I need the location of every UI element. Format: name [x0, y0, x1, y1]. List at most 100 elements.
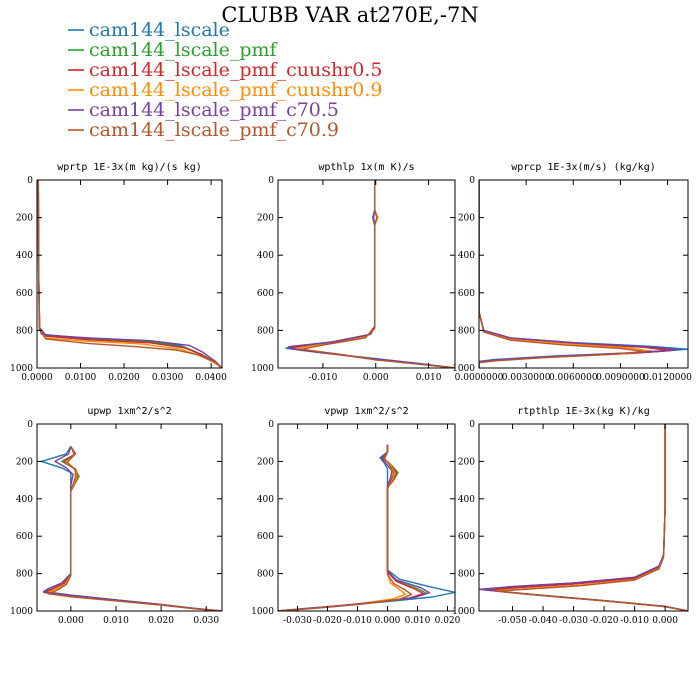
legend-label: cam144_lscale	[89, 19, 230, 41]
y-tick-label: 200	[458, 457, 475, 467]
y-tick-label: 200	[16, 214, 33, 224]
series-line	[496, 424, 688, 611]
y-tick-label: 400	[16, 495, 33, 505]
chart-panel: wpthlp 1x(m K)/s 0 200 400 600 800 1000 -0.010 0…	[251, 162, 456, 383]
panel-title: wpthlp 1x(m K)/s	[318, 162, 414, 173]
x-tick-label: 0.000	[375, 616, 401, 626]
panel-title: upwp 1xm^2/s^2	[87, 406, 171, 417]
x-tick-label: -0.050	[498, 616, 527, 626]
y-tick-label: 400	[257, 251, 274, 261]
plot-area	[479, 180, 688, 368]
legend-item: cam144_lscale_pmf_cuushr0.5	[68, 59, 382, 81]
series-line	[287, 180, 455, 368]
x-tick-label: -0.010	[620, 616, 649, 626]
panel-title: wprtp 1E-3x(m kg)/(s kg)	[57, 162, 202, 173]
legend-label: cam144_lscale_pmf_c70.5	[89, 99, 339, 121]
x-tick-label: -0.010	[343, 616, 372, 626]
plot-area	[479, 424, 688, 611]
x-tick-label: 0.000	[58, 616, 84, 626]
x-tick-label: 0.010	[405, 616, 431, 626]
x-tick-label: 0.0400	[195, 373, 227, 383]
plot-area	[278, 444, 455, 611]
y-tick-label: 200	[16, 457, 33, 467]
x-tick-label: 0.0120000	[643, 373, 692, 383]
legend-item: cam144_lscale_pmf	[68, 39, 279, 61]
series-line	[290, 180, 455, 368]
x-tick-label: 0.0000	[21, 373, 53, 383]
y-tick-label: 600	[16, 532, 33, 542]
y-tick-label: 200	[257, 214, 274, 224]
x-tick-label: 0.020	[148, 616, 174, 626]
plot-area	[285, 180, 455, 368]
y-tick-label: 400	[458, 495, 475, 505]
legend-label: cam144_lscale_pmf	[89, 39, 279, 61]
plot-frame	[277, 179, 456, 369]
series-line	[285, 180, 455, 368]
x-tick-label: -0.030	[283, 616, 312, 626]
plot-frame	[277, 423, 456, 612]
panel-title: wprcp 1E-3x(m/s) (kg/kg)	[511, 162, 656, 173]
y-tick-label: 1000	[452, 607, 475, 617]
plot-frame	[36, 179, 223, 369]
x-tick-label: 0.0000000	[455, 373, 504, 383]
plot-frame	[478, 179, 689, 369]
y-tick-label: 600	[257, 532, 274, 542]
series-line	[278, 444, 455, 611]
plot-frame	[478, 423, 689, 612]
legend-item: cam144_lscale_pmf_c70.9	[68, 119, 339, 141]
x-tick-label: -0.010	[309, 373, 338, 383]
series-line	[278, 444, 407, 611]
x-tick-label: 0.0100	[65, 373, 97, 383]
legend-item: cam144_lscale_pmf_c70.5	[68, 99, 339, 121]
x-tick-label: 0.0090000	[596, 373, 645, 383]
y-tick-label: 400	[257, 495, 274, 505]
y-tick-label: 1000	[10, 607, 33, 617]
legend: cam144_lscalecam144_lscale_pmfcam144_lsc…	[68, 19, 382, 141]
series-line	[278, 444, 425, 611]
y-tick-label: 1000	[452, 364, 475, 374]
x-tick-label: -0.020	[590, 616, 619, 626]
panel-title: vpwp 1xm^2/s^2	[324, 406, 408, 417]
series-line	[487, 424, 688, 611]
x-tick-label: 0.010	[103, 616, 129, 626]
x-tick-label: 0.000	[363, 373, 389, 383]
series-line	[479, 180, 645, 368]
y-tick-label: 600	[257, 289, 274, 299]
panel-title: rtpthlp 1E-3x(kg K)/kg	[517, 406, 649, 417]
y-tick-label: 0	[27, 176, 33, 186]
figure-title: CLUBB VAR at270E,-7N	[221, 3, 478, 27]
chart-panel: wprtp 1E-3x(m kg)/(s kg) 0 200 400 600 800 100…	[10, 162, 227, 383]
y-tick-label: 1000	[251, 607, 274, 617]
x-tick-label: 0.0200	[108, 373, 140, 383]
chart-panel: wprcp 1E-3x(m/s) (kg/kg) 0 200 400 600 800 100…	[452, 162, 692, 383]
y-tick-label: 800	[16, 326, 33, 336]
x-tick-label: -0.030	[559, 616, 588, 626]
y-tick-label: 0	[268, 420, 274, 430]
y-tick-label: 0	[469, 176, 475, 186]
y-tick-label: 800	[16, 570, 33, 580]
chart-panel: upwp 1xm^2/s^2 0 200 400 600 800 1000 0.000 0.01…	[10, 406, 223, 626]
y-tick-label: 800	[458, 570, 475, 580]
series-line	[40, 446, 222, 611]
series-line	[45, 446, 222, 611]
y-tick-label: 600	[16, 289, 33, 299]
series-line	[295, 180, 455, 368]
series-line	[479, 180, 653, 368]
x-tick-label: 0.0060000	[549, 373, 598, 383]
x-tick-label: -0.020	[313, 616, 342, 626]
x-tick-label: 0.030	[193, 616, 219, 626]
x-tick-label: 0.0300	[152, 373, 184, 383]
legend-item: cam144_lscale_pmf_cuushr0.9	[68, 79, 382, 101]
series-line	[278, 444, 428, 611]
series-line	[301, 180, 455, 368]
y-tick-label: 1000	[10, 364, 33, 374]
series-line	[278, 444, 413, 611]
y-tick-label: 800	[257, 570, 274, 580]
y-tick-label: 200	[458, 214, 475, 224]
x-tick-label: 0.010	[416, 373, 442, 383]
y-tick-label: 1000	[251, 364, 274, 374]
legend-item: cam144_lscale	[68, 19, 230, 41]
y-tick-label: 800	[257, 326, 274, 336]
